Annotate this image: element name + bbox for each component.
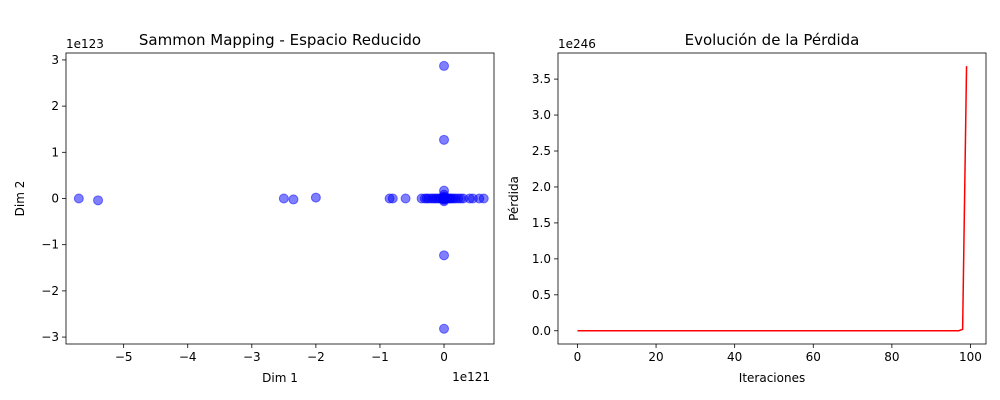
- scatter-point: [310, 192, 321, 203]
- x-axis-label: Dim 1: [262, 371, 298, 385]
- plot-frame: [65, 52, 495, 345]
- y-tick-label: 0: [51, 192, 59, 206]
- x-tick-label: −4: [179, 350, 197, 364]
- y-tick-label: 0.0: [532, 324, 551, 338]
- loss-series-line: [577, 66, 968, 332]
- x-axis-label: Iteraciones: [739, 371, 805, 385]
- x-tick-label: −5: [115, 350, 133, 364]
- scatter-point: [478, 193, 489, 204]
- y-tick-label: −3: [41, 330, 59, 344]
- y-offset-label: 1e246: [558, 37, 596, 51]
- y-tick-label: −1: [41, 238, 59, 252]
- x-tick-label: 0: [440, 350, 448, 364]
- y-axis-label: Dim 2: [13, 181, 27, 217]
- scatter-point: [439, 323, 450, 334]
- chart-title: Sammon Mapping - Espacio Reducido: [139, 31, 421, 49]
- scatter-point: [439, 134, 450, 145]
- scatter-point: [439, 60, 450, 71]
- y-tick-label: 1.5: [532, 216, 551, 230]
- x-offset-label: 1e121: [452, 370, 490, 384]
- x-tick-label: −3: [243, 350, 261, 364]
- y-offset-label: 1e123: [66, 37, 104, 51]
- x-tick-label: −2: [307, 350, 325, 364]
- scatter-point: [278, 193, 289, 204]
- scatter-point: [439, 194, 450, 205]
- y-tick-label: 3: [51, 53, 59, 67]
- x-tick-label: −1: [371, 350, 389, 364]
- y-tick-label: 2.0: [532, 180, 551, 194]
- scatter-point: [288, 194, 299, 205]
- scatter-point: [73, 193, 84, 204]
- chart-title: Evolución de la Pérdida: [685, 31, 860, 49]
- y-tick-label: 2: [51, 99, 59, 113]
- x-tick-label: 20: [648, 350, 663, 364]
- x-tick-label: 40: [727, 350, 742, 364]
- scatter-point: [387, 193, 398, 204]
- y-tick-label: 3.0: [532, 108, 551, 122]
- x-tick-label: 0: [574, 350, 582, 364]
- x-tick-label: 80: [884, 350, 899, 364]
- y-axis-label: Pérdida: [507, 176, 521, 221]
- x-tick-label: 100: [959, 350, 982, 364]
- loss-line-chart: 0 20 40 60 80 100 0.0 0.5 1.0 1.5 2.0 2.5 3.0 3.5 Evol…: [507, 31, 987, 385]
- y-tick-label: 2.5: [532, 144, 551, 158]
- scatter-point: [93, 195, 104, 206]
- x-tick-label: 60: [806, 350, 821, 364]
- scatter-point: [439, 250, 450, 261]
- y-tick-label: 3.5: [532, 72, 551, 86]
- y-tick-label: −2: [41, 284, 59, 298]
- sammon-scatter-chart: −5 −4 −3 −2 −1 0 −3 −2 −1 0 1 2 3 Sammon Mapping - Es…: [13, 31, 495, 385]
- y-tick-label: 0.5: [532, 288, 551, 302]
- y-tick-label: 1: [51, 145, 59, 159]
- plot-frame: [557, 52, 987, 345]
- scatter-point: [400, 193, 411, 204]
- y-tick-label: 1.0: [532, 252, 551, 266]
